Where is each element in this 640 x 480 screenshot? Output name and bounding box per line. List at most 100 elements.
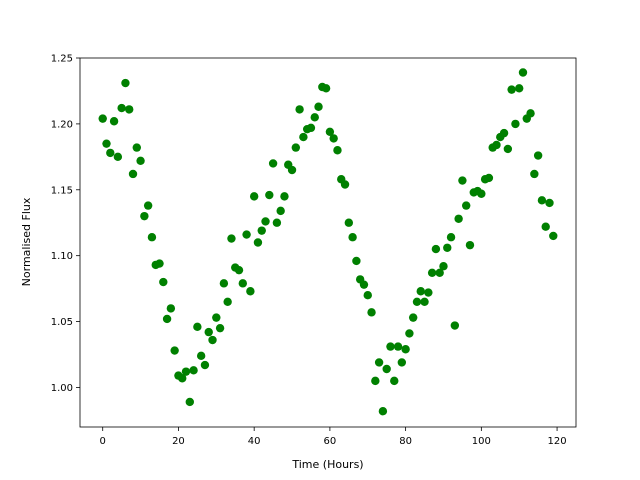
data-point [280,192,289,201]
data-point [344,218,354,227]
data-point [378,406,388,416]
data-point [507,85,516,94]
data-point [295,105,304,114]
data-point [181,367,191,376]
data-point [185,397,194,407]
data-point [238,279,248,288]
data-point [178,374,187,383]
data-point [325,127,335,136]
data-point [208,335,217,345]
data-point [162,314,172,324]
data-point [492,140,501,150]
data-point [261,217,270,226]
data-point [465,240,475,250]
data-point [435,268,444,278]
y-tick-label: 1.05 [51,317,73,328]
y-tick-label: 1.25 [51,54,73,65]
x-tick-label: 60 [324,436,337,447]
data-point [545,198,554,208]
data-point [511,119,520,129]
data-points [98,68,558,416]
data-point [462,201,471,210]
data-point [352,256,361,266]
data-point [246,287,255,296]
x-tick-label: 20 [172,436,185,447]
data-point [125,105,134,114]
data-point [446,233,456,242]
plot-frame [79,57,577,428]
data-point [193,322,202,332]
data-point [166,304,176,313]
y-tick-label: 1.10 [51,251,73,262]
x-axis-label: Time (Hours) [291,458,363,471]
data-point [443,243,452,252]
x-tick-label: 80 [399,436,412,447]
data-point [249,192,259,201]
data-point [503,144,513,154]
data-point [397,358,407,367]
y-tick-label: 1.15 [51,185,73,196]
data-point [408,313,418,322]
x-tick-label: 40 [248,436,261,447]
data-point [401,345,410,354]
data-point [526,109,535,118]
data-point [367,308,376,317]
data-point [424,288,433,297]
data-point [106,148,115,158]
data-point [371,376,380,386]
data-point [386,342,395,351]
data-point [140,211,149,221]
data-point [299,132,308,142]
data-point [132,143,141,152]
data-point [458,176,467,185]
data-point [196,351,206,361]
data-point [98,114,107,123]
data-point [499,128,509,138]
data-point [257,226,266,235]
data-point [405,329,414,338]
data-point [348,233,357,242]
data-point [450,321,460,330]
x-tick-label: 100 [472,436,491,447]
y-tick-label: 1.20 [51,119,73,130]
data-point [170,346,179,355]
data-point [518,68,528,77]
data-point [242,230,251,239]
data-point [541,222,550,231]
data-point [477,189,486,198]
data-point [427,268,437,278]
data-point [515,84,524,93]
data-point [439,262,448,271]
data-point [204,327,213,337]
y-axis-label: Normalised Flux [20,197,33,286]
data-point [155,259,164,268]
data-point [340,180,350,189]
data-point [333,146,342,155]
x-tick-label: 0 [100,436,106,447]
data-point [390,376,399,386]
data-point [537,196,547,205]
data-point [310,113,319,122]
x-tick-label: 120 [548,436,567,447]
data-point [291,143,301,152]
data-point [321,84,331,93]
data-point [306,123,316,133]
data-point [234,265,244,275]
data-point [484,173,494,183]
data-point [363,291,372,300]
data-point [136,156,145,165]
data-point [431,244,441,254]
data-point [159,277,168,287]
data-point [420,297,429,306]
y-tick-label: 1.00 [51,383,73,394]
data-point [287,165,297,175]
data-point [416,287,425,296]
data-point [121,78,130,88]
data-point [374,358,384,367]
x-axis-ticks: 0 20 40 60 80 100 120 [100,427,567,447]
data-point [109,117,119,126]
data-point [253,238,263,247]
data-point [189,366,198,375]
data-point [276,206,285,216]
